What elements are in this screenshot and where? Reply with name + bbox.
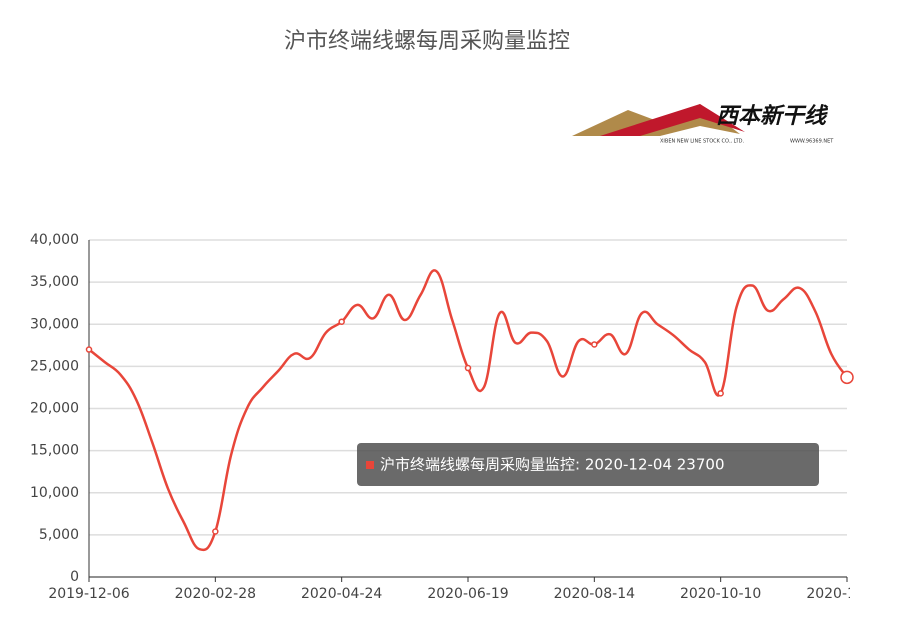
point <box>212 528 219 535</box>
x-tick-label: 2020-06-19 <box>427 586 508 602</box>
y-tick-label: 20,000 <box>30 401 79 417</box>
y-tick-label: 15,000 <box>30 443 79 459</box>
y-tick-label: 0 <box>70 569 79 585</box>
point <box>464 364 472 372</box>
chart-title: 沪市终端线螺每周采购量监控 <box>284 29 570 54</box>
point <box>591 341 598 348</box>
y-tick-label: 40,000 <box>30 232 79 248</box>
y-tick-label: 30,000 <box>30 316 79 332</box>
tooltip-marker <box>366 461 374 469</box>
x-labels: 2019-12-06 2020-02-28 2020-04-24 2020-06-19… <box>48 586 887 602</box>
y-tick-label: 5,000 <box>39 527 79 543</box>
point <box>338 318 345 325</box>
y-tick-label: 35,000 <box>30 274 79 290</box>
y-tick-label: 25,000 <box>30 358 79 374</box>
x-tick-label: 2020-12-04 <box>806 586 887 602</box>
line <box>88 269 849 552</box>
y-tick-label: 10,000 <box>30 485 79 501</box>
point <box>717 390 724 397</box>
logo-company: XIBEN NEW LINE STOCK CO., LTD. <box>660 139 745 145</box>
point <box>85 346 93 353</box>
tooltip-text: 沪市终端线螺每周采购量监控: 2020-12-04 23700 <box>380 456 724 474</box>
logo-name: 西本新干线 <box>716 103 829 129</box>
x-tick-label: 2020-08-14 <box>554 586 635 602</box>
logo-url: WWW.96369.NET <box>790 139 834 145</box>
x-tick-label: 2019-12-06 <box>48 586 129 602</box>
logo: 西本新干线 XIBEN NEW LINE STOCK CO., LTD. WWW… <box>572 103 834 145</box>
x-tick-label: 2020-10-10 <box>680 586 761 602</box>
x-tick-label: 2020-04-24 <box>301 586 382 602</box>
logo-shape <box>600 104 745 136</box>
x-tick-label: 2020-02-28 <box>175 586 256 602</box>
tooltip-box <box>357 443 819 486</box>
point <box>840 370 854 385</box>
